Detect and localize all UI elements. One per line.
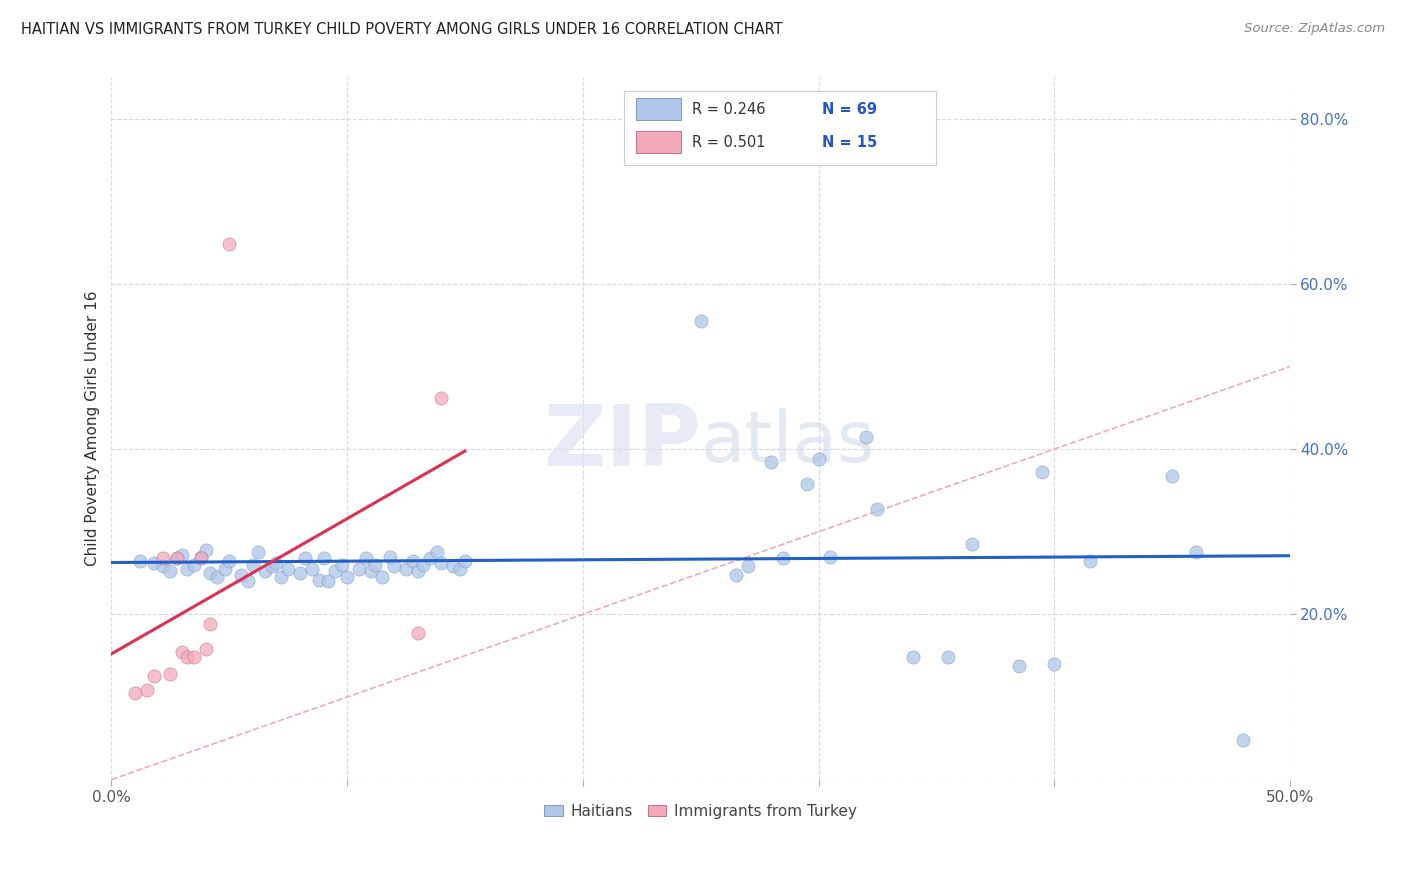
- Point: [901, 650, 924, 665]
- Point: [382, 559, 405, 574]
- Point: [371, 570, 394, 584]
- Point: [288, 566, 311, 580]
- Point: [242, 558, 264, 572]
- Point: [364, 558, 387, 572]
- Point: [266, 556, 288, 570]
- Point: [166, 551, 188, 566]
- Point: [172, 548, 194, 562]
- Point: [1043, 657, 1066, 671]
- Point: [172, 644, 194, 658]
- Point: [218, 554, 240, 568]
- Point: [190, 551, 212, 566]
- Point: [430, 556, 453, 570]
- Point: [246, 545, 269, 559]
- Point: [419, 551, 441, 566]
- Point: [135, 683, 157, 698]
- Point: [347, 562, 370, 576]
- Point: [406, 565, 429, 579]
- Point: [142, 669, 165, 683]
- Text: Source: ZipAtlas.com: Source: ZipAtlas.com: [1244, 22, 1385, 36]
- Point: [1232, 733, 1254, 747]
- Point: [689, 314, 711, 328]
- Point: [336, 570, 359, 584]
- Point: [183, 650, 205, 665]
- Point: [253, 565, 276, 579]
- Point: [308, 573, 330, 587]
- Point: [796, 476, 818, 491]
- Point: [866, 501, 889, 516]
- Point: [807, 452, 830, 467]
- Point: [724, 567, 747, 582]
- Point: [142, 556, 165, 570]
- Point: [200, 617, 222, 632]
- Point: [378, 549, 401, 564]
- Point: [761, 454, 783, 468]
- Bar: [636, 131, 681, 153]
- Point: [194, 543, 217, 558]
- Point: [207, 570, 229, 584]
- Point: [406, 625, 429, 640]
- Point: [124, 686, 146, 700]
- Text: R = 0.246: R = 0.246: [692, 103, 766, 117]
- Point: [360, 565, 382, 579]
- Point: [430, 391, 453, 405]
- Point: [128, 554, 150, 568]
- Point: [936, 650, 959, 665]
- Text: N = 69: N = 69: [823, 103, 877, 117]
- Point: [176, 650, 198, 665]
- Text: atlas: atlas: [700, 408, 875, 477]
- Text: ZIP: ZIP: [543, 401, 700, 484]
- Point: [354, 551, 377, 566]
- Point: [426, 545, 449, 559]
- Point: [152, 559, 174, 574]
- Point: [200, 566, 222, 580]
- Point: [236, 574, 259, 589]
- Point: [159, 565, 181, 579]
- Point: [1184, 545, 1206, 559]
- Point: [183, 558, 205, 572]
- Point: [190, 549, 212, 564]
- Point: [454, 554, 477, 568]
- Point: [194, 642, 217, 657]
- Point: [1031, 465, 1053, 479]
- Point: [166, 551, 188, 566]
- Point: [441, 559, 464, 574]
- Point: [214, 562, 236, 576]
- Point: [960, 537, 983, 551]
- Text: N = 15: N = 15: [823, 136, 877, 150]
- Point: [412, 558, 434, 572]
- Point: [176, 562, 198, 576]
- Point: [395, 562, 418, 576]
- Point: [159, 666, 181, 681]
- Point: [312, 551, 335, 566]
- Point: [855, 430, 877, 444]
- Point: [772, 551, 794, 566]
- Point: [260, 559, 283, 574]
- Point: [316, 574, 339, 589]
- Point: [277, 562, 299, 576]
- Point: [820, 549, 842, 564]
- Point: [294, 551, 316, 566]
- Legend: Haitians, Immigrants from Turkey: Haitians, Immigrants from Turkey: [538, 797, 863, 824]
- Point: [323, 565, 346, 579]
- Point: [1078, 554, 1101, 568]
- Y-axis label: Child Poverty Among Girls Under 16: Child Poverty Among Girls Under 16: [86, 291, 100, 566]
- Text: HAITIAN VS IMMIGRANTS FROM TURKEY CHILD POVERTY AMONG GIRLS UNDER 16 CORRELATION: HAITIAN VS IMMIGRANTS FROM TURKEY CHILD …: [21, 22, 783, 37]
- Point: [218, 237, 240, 252]
- Text: R = 0.501: R = 0.501: [692, 136, 766, 150]
- Bar: [636, 98, 681, 120]
- Point: [1008, 658, 1031, 673]
- Point: [402, 554, 425, 568]
- Point: [229, 567, 252, 582]
- FancyBboxPatch shape: [624, 92, 936, 165]
- Point: [332, 558, 354, 572]
- Point: [301, 562, 323, 576]
- Point: [152, 551, 174, 566]
- Point: [1161, 468, 1184, 483]
- Point: [270, 570, 292, 584]
- Point: [737, 559, 759, 574]
- Point: [449, 562, 471, 576]
